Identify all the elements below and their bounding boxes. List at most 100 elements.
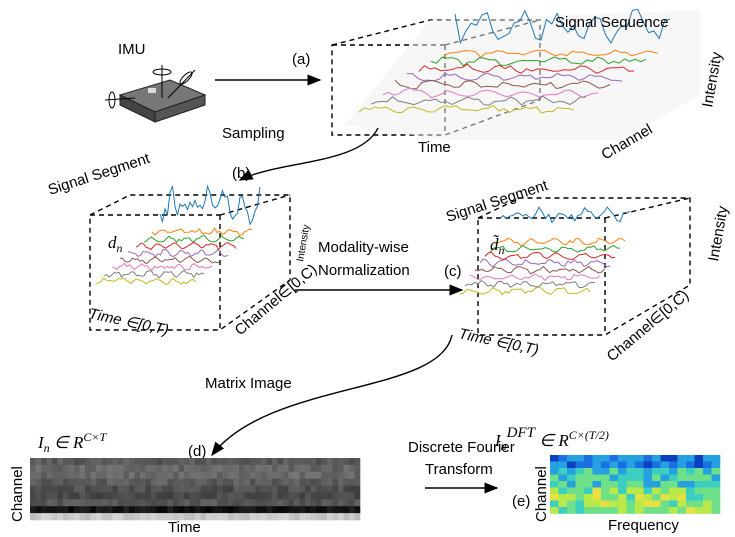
matrix-cell bbox=[30, 472, 36, 479]
matrix-cell bbox=[283, 486, 289, 493]
arrow bbox=[212, 335, 452, 455]
matrix-cell bbox=[91, 506, 97, 513]
diagram: IMU (a) Signal Sequence Intensity Channe… bbox=[0, 0, 735, 537]
spectrum-cell bbox=[635, 481, 644, 488]
matrix-cell bbox=[261, 499, 267, 506]
matrix-cell bbox=[96, 458, 102, 465]
matrix-cell bbox=[333, 492, 339, 499]
matrix-cell bbox=[355, 458, 361, 465]
matrix-cell bbox=[338, 492, 344, 499]
spectrum-cell bbox=[610, 475, 619, 482]
signal-line bbox=[96, 278, 196, 285]
spectrum-cell bbox=[686, 501, 695, 508]
matrix-cell bbox=[151, 472, 157, 479]
matrix-cell bbox=[162, 458, 168, 465]
spectrum-cell bbox=[652, 475, 661, 482]
spectrum-cell bbox=[669, 501, 678, 508]
matrix-cell bbox=[190, 506, 196, 513]
spectrum-cell bbox=[584, 475, 593, 482]
spectrum-cell bbox=[644, 475, 653, 482]
matrix-cell bbox=[322, 486, 328, 493]
y-axis-label: Channel∈[0,C) bbox=[232, 261, 321, 339]
matrix-cell bbox=[91, 492, 97, 499]
matrix-cell bbox=[135, 506, 141, 513]
matrix-cell bbox=[184, 506, 190, 513]
matrix-cell bbox=[179, 458, 185, 465]
matrix-cell bbox=[69, 499, 75, 506]
spectrum-cell bbox=[618, 501, 627, 508]
matrix-cell bbox=[63, 513, 69, 520]
matrix-cell bbox=[140, 479, 146, 486]
matrix-cell bbox=[162, 499, 168, 506]
matrix-cell bbox=[349, 499, 355, 506]
matrix-cell bbox=[41, 499, 47, 506]
matrix-cell bbox=[256, 479, 262, 486]
matrix-cell bbox=[91, 458, 97, 465]
matrix-cell bbox=[41, 492, 47, 499]
spectrum-cell bbox=[593, 507, 602, 514]
spectrum-cell bbox=[610, 494, 619, 501]
matrix-cell bbox=[300, 458, 306, 465]
matrix-cell bbox=[129, 506, 135, 513]
matrix-cell bbox=[234, 479, 240, 486]
matrix-cell bbox=[58, 506, 64, 513]
signal-line bbox=[480, 259, 610, 267]
matrix-cell bbox=[190, 486, 196, 493]
matrix-cell bbox=[327, 492, 333, 499]
matrix-cell bbox=[102, 492, 108, 499]
matrix-cell bbox=[311, 458, 317, 465]
matrix-cell bbox=[333, 486, 339, 493]
spectrum-cell bbox=[601, 475, 610, 482]
matrix-cell bbox=[327, 479, 333, 486]
tag: (e) bbox=[512, 493, 530, 510]
matrix-cell bbox=[316, 479, 322, 486]
matrix-cell bbox=[283, 499, 289, 506]
matrix-cell bbox=[36, 499, 42, 506]
spectrum-cell bbox=[567, 494, 576, 501]
spectrum-cell bbox=[576, 507, 585, 514]
matrix-cell bbox=[124, 486, 130, 493]
spectrum-cell bbox=[652, 507, 661, 514]
spectrum-cell bbox=[584, 507, 593, 514]
matrix-cell bbox=[69, 465, 75, 472]
spectrum-cell bbox=[695, 488, 704, 495]
matrix-cell bbox=[91, 465, 97, 472]
matrix-cell bbox=[102, 499, 108, 506]
matrix-cell bbox=[118, 479, 124, 486]
matrix-cell bbox=[190, 479, 196, 486]
matrix-cell bbox=[278, 479, 284, 486]
matrix-cell bbox=[118, 513, 124, 520]
matrix-cell bbox=[124, 479, 130, 486]
spectrum-cell bbox=[576, 468, 585, 475]
matrix-cell bbox=[118, 492, 124, 499]
y-axis-label: Channel bbox=[9, 466, 26, 522]
matrix-cell bbox=[113, 486, 119, 493]
matrix-cell bbox=[322, 472, 328, 479]
matrix-cell bbox=[217, 479, 223, 486]
matrix-cell bbox=[316, 513, 322, 520]
matrix-cell bbox=[283, 458, 289, 465]
matrix-cell bbox=[355, 499, 361, 506]
matrix-cell bbox=[355, 472, 361, 479]
matrix-cell bbox=[245, 465, 251, 472]
matrix-cell bbox=[217, 506, 223, 513]
matrix-cell bbox=[300, 472, 306, 479]
spectrum-cell bbox=[712, 455, 721, 462]
matrix-cell bbox=[294, 513, 300, 520]
x-axis-label: Frequency bbox=[608, 517, 679, 534]
spectrum-cell bbox=[559, 455, 568, 462]
spectrum-cell bbox=[610, 462, 619, 469]
matrix-cell bbox=[41, 513, 47, 520]
matrix-cell bbox=[206, 486, 212, 493]
matrix-cell bbox=[217, 513, 223, 520]
matrix-cell bbox=[349, 506, 355, 513]
spectrum-cell bbox=[661, 462, 670, 469]
matrix-cell bbox=[63, 492, 69, 499]
matrix-cell bbox=[228, 513, 234, 520]
matrix-cell bbox=[300, 499, 306, 506]
matrix-cell bbox=[157, 465, 163, 472]
spectrum-cell bbox=[712, 488, 721, 495]
matrix-cell bbox=[223, 492, 229, 499]
matrix-cell bbox=[278, 458, 284, 465]
signal-line bbox=[144, 235, 244, 242]
